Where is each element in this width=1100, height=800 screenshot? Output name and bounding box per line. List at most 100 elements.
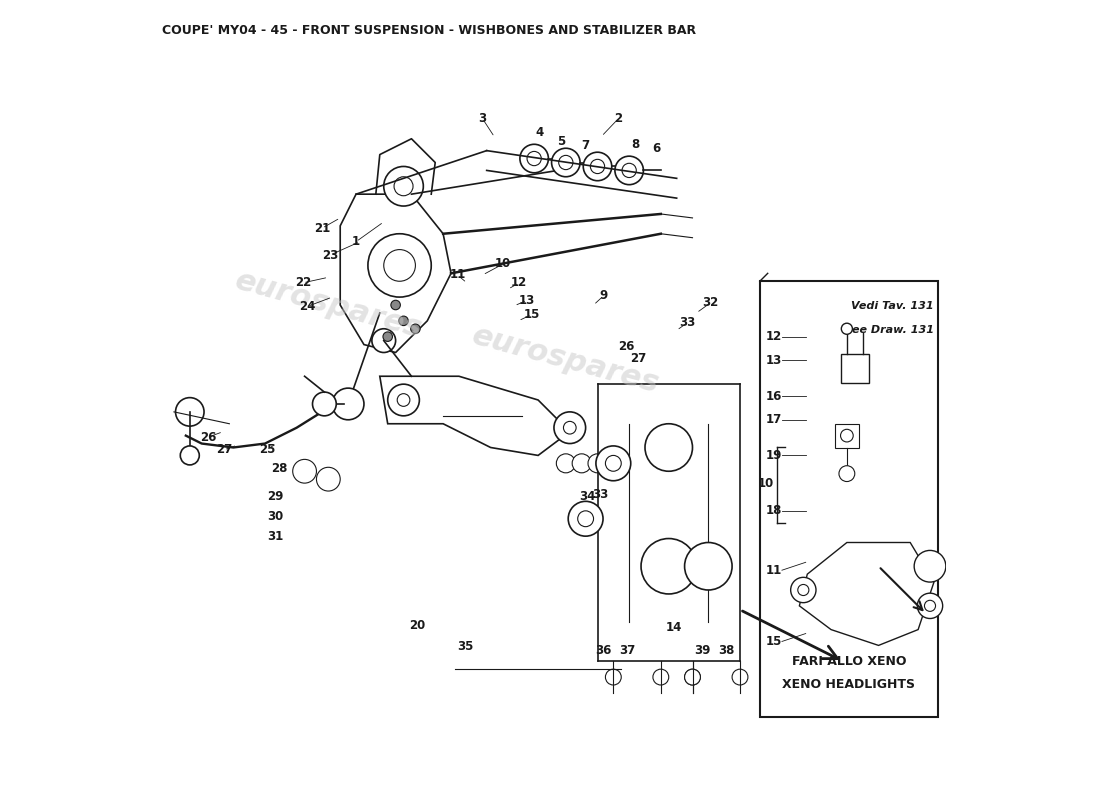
Bar: [835, 424, 859, 447]
Text: 12: 12: [766, 330, 782, 343]
Circle shape: [312, 392, 337, 416]
FancyBboxPatch shape: [760, 282, 938, 717]
Circle shape: [605, 669, 621, 685]
Text: 13: 13: [766, 354, 782, 367]
Circle shape: [684, 542, 733, 590]
Text: 7: 7: [582, 138, 590, 151]
Text: 9: 9: [600, 289, 608, 302]
Text: 27: 27: [630, 352, 647, 366]
Circle shape: [917, 593, 943, 618]
Text: 2: 2: [614, 113, 623, 126]
Text: 6: 6: [652, 142, 660, 154]
Text: 12: 12: [512, 276, 527, 290]
Circle shape: [551, 148, 580, 177]
Text: 15: 15: [524, 308, 540, 321]
Text: 34: 34: [579, 490, 595, 503]
Circle shape: [641, 538, 696, 594]
Circle shape: [317, 467, 340, 491]
Circle shape: [588, 454, 607, 473]
Circle shape: [591, 159, 605, 174]
Text: 32: 32: [703, 296, 718, 309]
Circle shape: [384, 166, 424, 206]
Circle shape: [684, 669, 701, 685]
Circle shape: [914, 550, 946, 582]
Text: 8: 8: [631, 138, 639, 150]
Circle shape: [791, 578, 816, 602]
Circle shape: [840, 430, 854, 442]
Circle shape: [383, 332, 393, 342]
Circle shape: [653, 669, 669, 685]
Circle shape: [596, 446, 630, 481]
Text: 37: 37: [619, 645, 636, 658]
Text: 30: 30: [267, 510, 284, 523]
Circle shape: [572, 454, 591, 473]
Text: 16: 16: [766, 390, 782, 402]
Circle shape: [569, 502, 603, 536]
Circle shape: [554, 412, 585, 443]
Text: 21: 21: [314, 222, 330, 234]
Circle shape: [384, 250, 416, 282]
Circle shape: [605, 455, 621, 471]
Text: 28: 28: [271, 462, 287, 475]
Circle shape: [372, 329, 396, 353]
Circle shape: [684, 669, 701, 685]
Text: 38: 38: [718, 645, 735, 658]
Text: 39: 39: [694, 645, 711, 658]
Text: 22: 22: [295, 276, 311, 290]
Circle shape: [645, 424, 693, 471]
Circle shape: [583, 152, 612, 181]
Circle shape: [397, 394, 410, 406]
Bar: [840, 354, 869, 382]
Text: 24: 24: [299, 300, 315, 313]
Text: 26: 26: [200, 430, 217, 444]
Circle shape: [367, 234, 431, 297]
Text: 33: 33: [592, 488, 608, 501]
Circle shape: [621, 163, 636, 178]
Text: 33: 33: [680, 316, 696, 329]
Circle shape: [332, 388, 364, 420]
Circle shape: [559, 155, 573, 170]
Text: 3: 3: [478, 113, 487, 126]
Text: See Draw. 131: See Draw. 131: [844, 325, 934, 334]
Text: 5: 5: [557, 134, 565, 148]
Text: 15: 15: [766, 635, 782, 648]
Circle shape: [924, 600, 935, 611]
Text: 25: 25: [260, 442, 276, 455]
Circle shape: [615, 156, 644, 185]
Text: 19: 19: [766, 449, 782, 462]
Text: eurospares: eurospares: [231, 266, 426, 344]
Text: 20: 20: [409, 619, 425, 632]
Text: XENO HEADLIGHTS: XENO HEADLIGHTS: [782, 678, 915, 691]
Circle shape: [842, 323, 852, 334]
Circle shape: [410, 324, 420, 334]
Text: FARI ALLO XENO: FARI ALLO XENO: [792, 654, 906, 668]
Circle shape: [520, 144, 549, 173]
Text: 29: 29: [267, 490, 284, 503]
Text: eurospares: eurospares: [469, 322, 662, 399]
Text: 10: 10: [757, 477, 773, 490]
Circle shape: [390, 300, 400, 310]
Circle shape: [176, 398, 204, 426]
Text: 27: 27: [216, 443, 232, 456]
Text: 26: 26: [618, 340, 635, 353]
Circle shape: [394, 177, 412, 196]
Text: 10: 10: [495, 258, 512, 270]
Circle shape: [180, 446, 199, 465]
Circle shape: [839, 466, 855, 482]
Text: 13: 13: [519, 294, 536, 306]
Circle shape: [557, 454, 575, 473]
Text: 4: 4: [536, 126, 543, 139]
Circle shape: [578, 511, 594, 526]
Circle shape: [733, 669, 748, 685]
Circle shape: [798, 585, 808, 595]
Text: 18: 18: [766, 504, 782, 518]
Circle shape: [293, 459, 317, 483]
Text: 31: 31: [267, 530, 284, 542]
Text: 35: 35: [458, 641, 473, 654]
Text: 11: 11: [449, 269, 465, 282]
Text: 17: 17: [766, 414, 782, 426]
Circle shape: [563, 422, 576, 434]
Text: 36: 36: [595, 645, 612, 658]
Text: Vedi Tav. 131: Vedi Tav. 131: [851, 301, 934, 311]
Text: 1: 1: [352, 235, 360, 248]
